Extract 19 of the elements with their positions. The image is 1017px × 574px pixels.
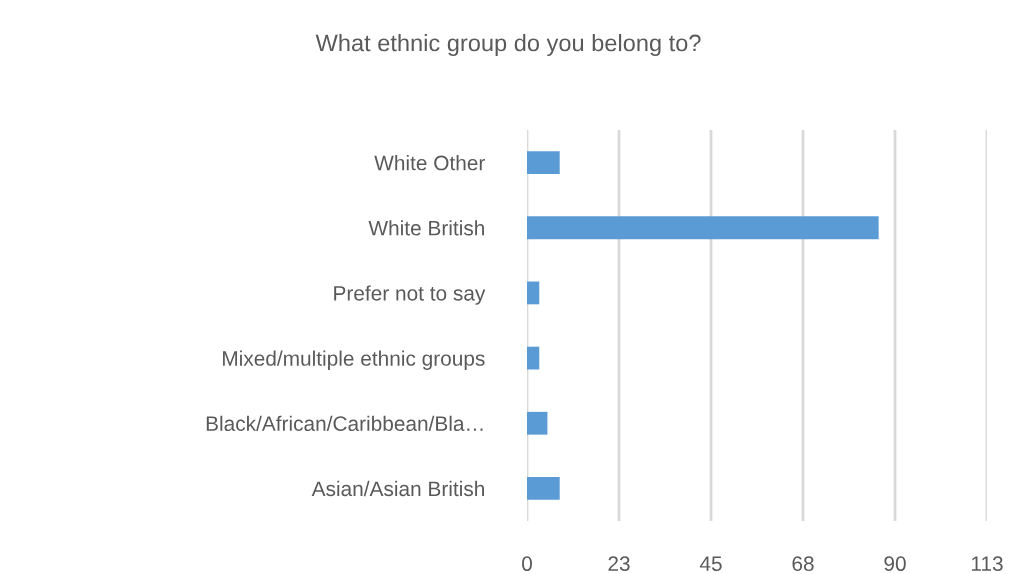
y-tick-label: White British	[368, 220, 484, 236]
x-tick-label: 23	[608, 556, 630, 572]
bar	[527, 477, 560, 500]
bar	[527, 411, 548, 435]
x-tick-label: 0	[522, 556, 532, 572]
y-tick-label: Asian/Asian British	[311, 480, 484, 497]
bar	[527, 346, 540, 370]
bar	[527, 281, 540, 305]
chart-title: What ethnic group do you belong to?	[315, 34, 701, 56]
x-tick-label: 90	[884, 556, 906, 572]
y-tick-label: White Other	[374, 155, 485, 171]
bar	[527, 216, 879, 240]
x-tick-label: 45	[699, 556, 722, 572]
x-tick-label: 68	[792, 556, 814, 572]
bar	[527, 151, 560, 174]
y-tick-label: Mixed/multiple ethnic groups	[223, 350, 485, 370]
y-tick-label: Black/African/Caribbean/Bla…	[206, 415, 483, 431]
y-tick-label: Prefer not to say	[334, 285, 486, 305]
x-tick-label: 113	[971, 556, 1003, 572]
